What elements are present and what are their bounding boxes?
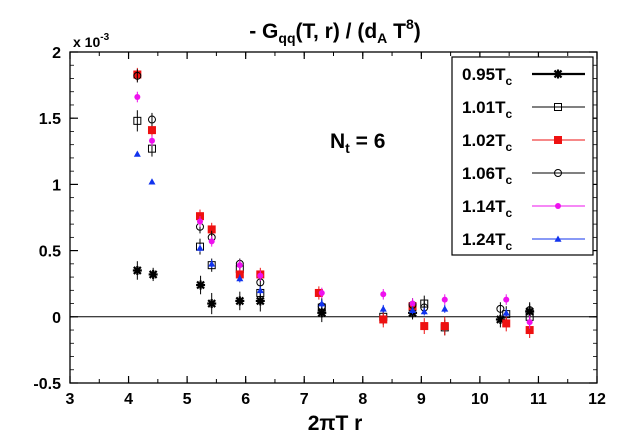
series-4 (134, 91, 533, 329)
data-point (236, 262, 243, 269)
legend-marker (554, 103, 562, 111)
legend-box (451, 56, 594, 256)
data-point (502, 319, 511, 328)
data-point (148, 269, 158, 279)
data-point (208, 260, 216, 267)
data-point (318, 300, 326, 307)
data-point (236, 274, 244, 282)
nt-annotation: Nt = 6 (330, 130, 385, 156)
x-tick-label: 12 (588, 391, 606, 408)
data-point (496, 304, 505, 313)
data-point (380, 291, 387, 298)
data-point (420, 308, 428, 315)
y-tick-label: 1.5 (39, 111, 61, 128)
y-tick-label: 1 (52, 177, 61, 194)
data-point (133, 150, 141, 157)
y-tick-label: -0.5 (33, 376, 61, 393)
x-tick-label: 3 (66, 391, 75, 408)
data-point (502, 309, 510, 316)
legend-marker (554, 136, 562, 144)
data-point (526, 319, 533, 326)
x-tick-label: 9 (417, 391, 426, 408)
data-point (441, 296, 448, 303)
y-multiplier: x 10-3 (73, 32, 110, 50)
data-point (441, 305, 449, 312)
data-point (148, 178, 156, 185)
x-tick-label: 10 (471, 391, 489, 408)
series-5 (133, 150, 510, 317)
data-point (207, 299, 217, 309)
data-point (525, 306, 534, 315)
y-tick-label: 0 (52, 310, 61, 327)
data-point (409, 306, 417, 313)
legend-label: 0.95Tc (462, 65, 512, 88)
axes: 3 4 5 6 7 8 9 10 11 12 -0.5 0 0.5 1 1.5 2 (33, 45, 606, 408)
legend-label: 1.24Tc (462, 230, 512, 253)
data-point (133, 71, 142, 80)
data-point (133, 116, 142, 125)
x-tick-label: 8 (358, 391, 367, 408)
data-point (196, 280, 206, 290)
legend-label: 1.01Tc (462, 98, 512, 121)
legend-label: 1.14Tc (462, 197, 512, 220)
data-point (235, 296, 245, 306)
data-point (379, 305, 387, 312)
x-tick-label: 6 (241, 391, 250, 408)
y-tick-label: 2 (52, 45, 61, 62)
legend-label: 1.06Tc (462, 164, 512, 187)
data-point (503, 296, 510, 303)
data-point (440, 322, 449, 331)
data-point (196, 218, 203, 225)
data-point (409, 300, 416, 307)
x-tick-label: 4 (124, 391, 133, 408)
legend-marker (553, 69, 563, 79)
data-point (148, 137, 155, 144)
data-point (134, 94, 141, 101)
data-point (318, 289, 325, 296)
legend-marker (554, 235, 562, 242)
data-point (379, 315, 388, 324)
data-points (132, 67, 535, 338)
legend-label: 1.02Tc (462, 131, 512, 154)
data-point (420, 322, 429, 331)
x-tick-label: 11 (530, 391, 547, 408)
data-point (256, 286, 264, 294)
data-point (196, 244, 204, 251)
y-tick-label: 0.5 (39, 244, 61, 261)
chart-title: - Gqq(T, r) / (dA T8) (249, 16, 421, 46)
data-point (147, 126, 156, 135)
x-tick-label: 7 (300, 391, 309, 408)
legend: 0.95Tc 1.01Tc 1.02Tc 1.06Tc 1.14Tc 1.24Tc (451, 56, 594, 256)
data-point (208, 238, 215, 245)
series-0 (132, 261, 535, 328)
legend-marker (554, 169, 562, 177)
x-tick-label: 5 (183, 391, 192, 408)
data-point (257, 272, 264, 279)
data-point (147, 115, 156, 124)
x-axis-label: 2πT r (308, 412, 363, 435)
legend-marker (555, 203, 561, 209)
data-point (132, 265, 142, 275)
